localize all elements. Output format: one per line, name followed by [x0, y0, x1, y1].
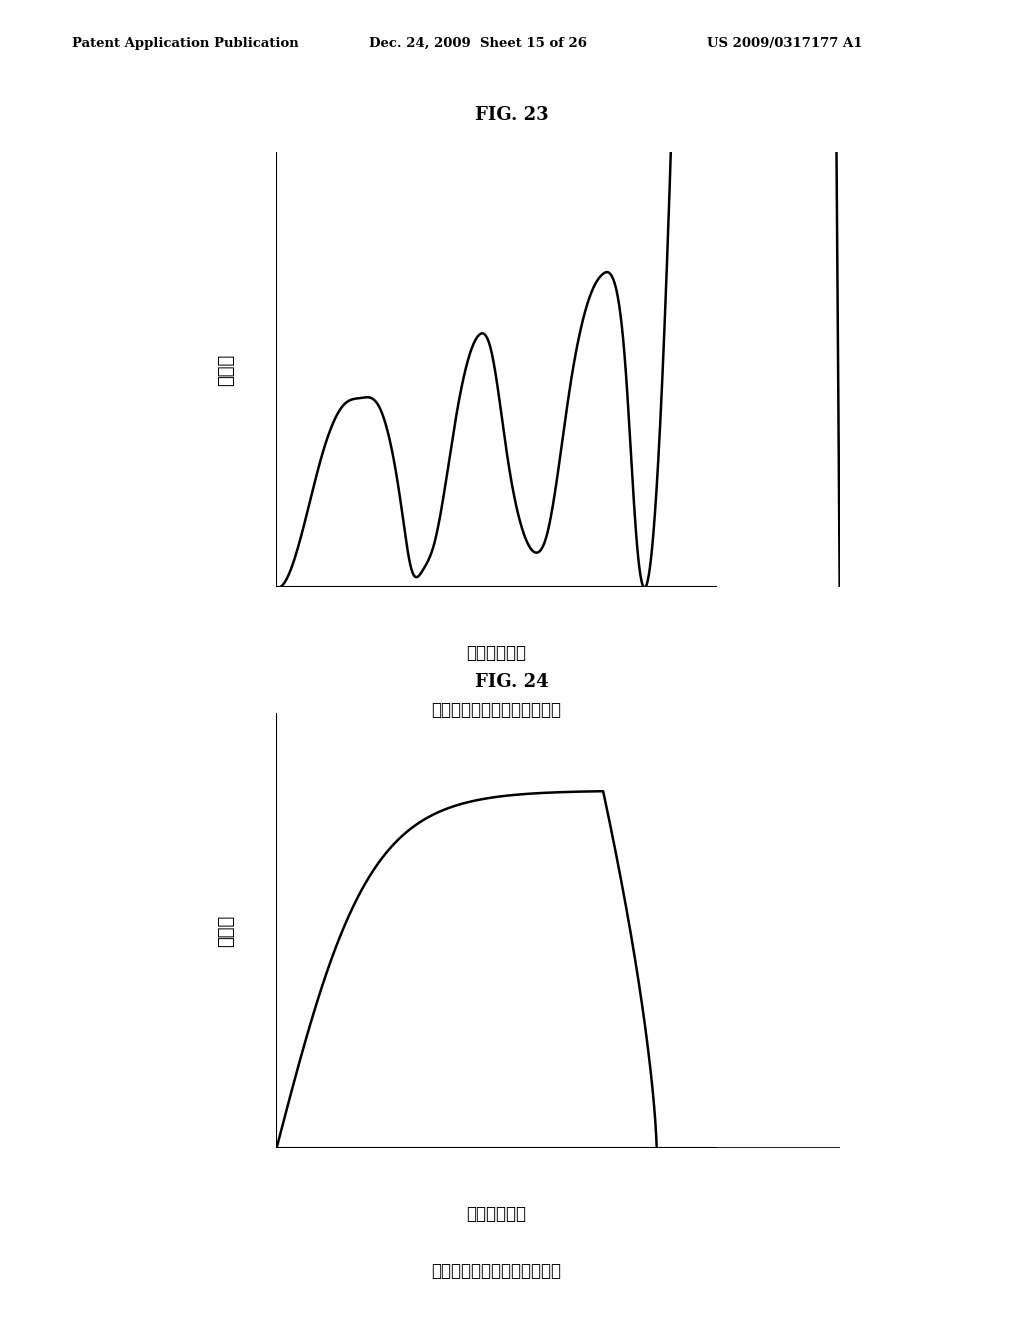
- Text: 凹部を連続的に加工した場合: 凹部を連続的に加工した場合: [431, 1262, 561, 1279]
- Text: 圧入力: 圧入力: [217, 915, 234, 946]
- Text: 凹部成形長さ: 凹部成形長さ: [466, 644, 526, 663]
- Text: FIG. 23: FIG. 23: [475, 106, 549, 124]
- Text: 圧入力: 圧入力: [217, 354, 234, 385]
- Text: Patent Application Publication: Patent Application Publication: [72, 37, 298, 50]
- Text: FIG. 24: FIG. 24: [475, 673, 549, 692]
- Text: 凹部成形長さ: 凹部成形長さ: [466, 1205, 526, 1224]
- Text: Dec. 24, 2009  Sheet 15 of 26: Dec. 24, 2009 Sheet 15 of 26: [369, 37, 587, 50]
- Text: 凹部を断続的に加工した場合: 凹部を断続的に加工した場合: [431, 701, 561, 718]
- Text: US 2009/0317177 A1: US 2009/0317177 A1: [707, 37, 862, 50]
